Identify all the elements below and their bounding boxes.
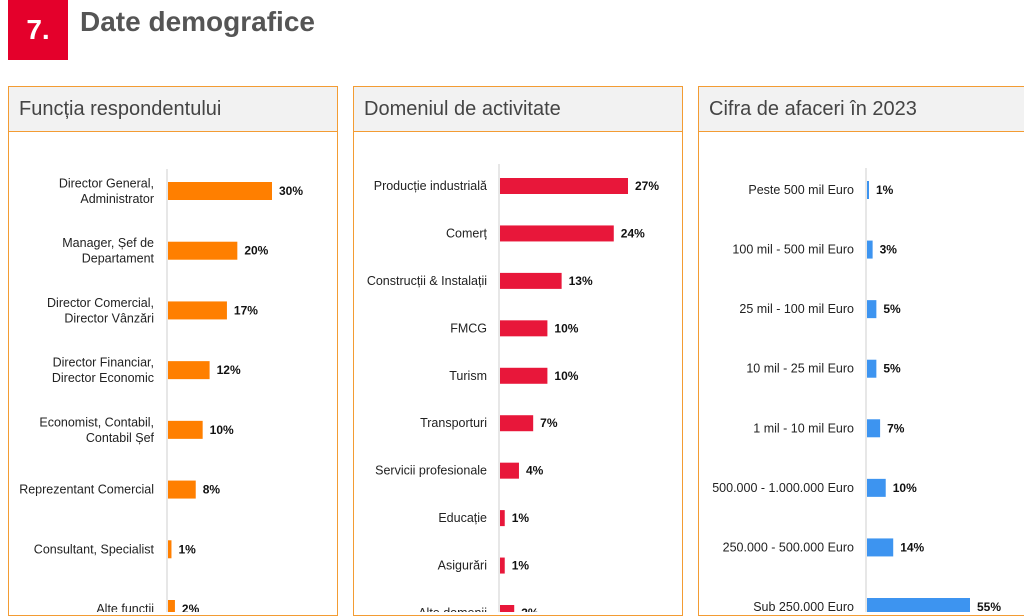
category-label: Sub 250.000 Euro	[753, 600, 854, 612]
data-label: 1%	[512, 559, 530, 573]
category-label: Transporturi	[420, 416, 487, 430]
bar	[500, 415, 534, 432]
bar	[867, 359, 877, 378]
category-label: Contabil Șef	[86, 431, 155, 445]
data-label: 14%	[900, 540, 924, 554]
data-label: 3%	[521, 606, 539, 612]
bar	[500, 510, 505, 527]
bar	[168, 480, 196, 499]
data-label: 7%	[540, 416, 558, 430]
data-label: 3%	[880, 243, 898, 257]
category-label: Construcții & Instalații	[367, 274, 487, 288]
data-label: 24%	[621, 226, 645, 240]
category-label: Turism	[449, 369, 487, 383]
function-bar-chart: 30% Director General,Administrator 20% Mana…	[19, 169, 303, 612]
section-number-badge: 7.	[8, 0, 68, 60]
category-label: 25 mil - 100 mil Euro	[739, 302, 854, 316]
data-label: 1%	[876, 183, 894, 197]
data-label: 30%	[279, 184, 303, 198]
category-label: Asigurări	[438, 559, 487, 573]
bar	[168, 420, 203, 439]
data-label: 10%	[210, 423, 234, 437]
bar	[500, 178, 628, 194]
category-label: 10 mil - 25 mil Euro	[746, 362, 854, 376]
category-label: Servicii profesionale	[375, 464, 487, 478]
function-chart-title: Funcția respondentului	[9, 87, 337, 132]
category-label: Manager, Șef de	[62, 236, 154, 250]
data-label: 5%	[883, 362, 901, 376]
category-label: 1 mil - 10 mil Euro	[753, 421, 854, 435]
bar	[500, 605, 515, 612]
bar	[500, 557, 505, 574]
data-label: 5%	[883, 302, 901, 316]
data-label: 17%	[234, 303, 258, 317]
bar	[867, 419, 881, 438]
data-label: 8%	[203, 483, 221, 497]
bar	[867, 181, 869, 199]
data-label: 4%	[526, 464, 544, 478]
data-label: 10%	[554, 369, 578, 383]
domain-chart-title: Domeniul de activitate	[354, 87, 682, 132]
bar	[168, 540, 172, 559]
category-label: Comerț	[446, 226, 488, 240]
category-label: Peste 500 mil Euro	[748, 183, 854, 197]
bar	[867, 538, 894, 557]
data-label: 1%	[178, 542, 196, 556]
category-label: Educație	[438, 511, 487, 525]
function-chart-panel: Funcția respondentului 30% Director Gener…	[8, 86, 338, 616]
domain-bar-chart: 27% Producție industrială 24% Comerț 13% Cons…	[367, 164, 659, 612]
bar	[168, 241, 238, 260]
page-title: Date demografice	[80, 6, 315, 37]
bar	[500, 367, 548, 384]
bar	[500, 225, 614, 242]
category-label: Reprezentant Comercial	[19, 483, 154, 497]
data-label: 13%	[569, 274, 593, 288]
bar	[867, 478, 886, 497]
data-label: 10%	[554, 321, 578, 335]
category-label: Economist, Contabil,	[39, 415, 154, 429]
category-label: Director Economic	[52, 371, 154, 385]
turnover-bar-chart: 1% Peste 500 mil Euro 3% 100 mil - 500 mil …	[712, 168, 1001, 612]
data-label: 27%	[635, 179, 659, 193]
bar	[168, 182, 272, 200]
category-label: Alte funcții	[96, 602, 154, 612]
bar	[168, 301, 227, 320]
category-label: 250.000 - 500.000 Euro	[723, 540, 854, 554]
bar	[500, 272, 562, 289]
turnover-chart-title: Cifra de afaceri în 2023	[699, 87, 1024, 132]
category-label: 100 mil - 500 mil Euro	[732, 243, 854, 257]
data-label: 10%	[893, 481, 917, 495]
bar	[500, 320, 548, 337]
bar	[168, 600, 175, 612]
category-label: Administrator	[80, 192, 154, 206]
data-label: 7%	[887, 421, 905, 435]
bar	[500, 462, 519, 479]
category-label: Director General,	[59, 177, 154, 191]
bar	[867, 598, 970, 612]
data-label: 55%	[977, 600, 1001, 612]
bar	[867, 300, 877, 319]
domain-chart-panel: Domeniul de activitate 27% Producție indu…	[353, 86, 683, 616]
data-label: 2%	[182, 602, 200, 612]
data-label: 1%	[512, 511, 530, 525]
bar	[168, 361, 210, 380]
bar	[867, 240, 873, 259]
data-label: 12%	[217, 363, 241, 377]
category-label: Departament	[82, 252, 155, 266]
category-label: Consultant, Specialist	[34, 542, 155, 556]
category-label: Director Comercial,	[47, 296, 154, 310]
category-label: 500.000 - 1.000.000 Euro	[712, 481, 854, 495]
category-label: Director Financiar,	[53, 356, 154, 370]
category-label: Alte domenii	[418, 606, 487, 612]
category-label: Producție industrială	[374, 179, 487, 193]
category-label: Director Vânzări	[64, 311, 154, 325]
data-label: 20%	[244, 244, 268, 258]
turnover-chart-panel: Cifra de afaceri în 2023 1% Peste 500 mil…	[698, 86, 1024, 616]
category-label: FMCG	[450, 321, 487, 335]
